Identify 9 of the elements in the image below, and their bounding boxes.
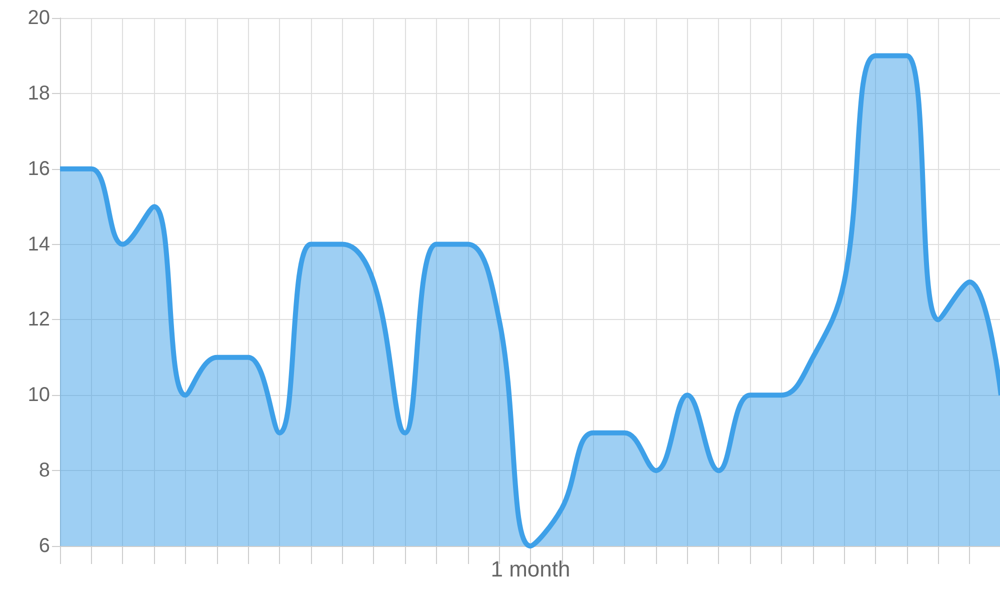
y-tick-label: 8 — [38, 460, 50, 482]
y-tick-label: 20 — [28, 7, 50, 29]
x-tick-label: 1 month — [490, 556, 570, 582]
y-tick-label: 18 — [28, 82, 50, 104]
y-tick-label: 16 — [28, 158, 50, 180]
y-tick-label: 6 — [38, 535, 50, 557]
y-tick-label: 12 — [28, 308, 50, 331]
y-tick-label: 14 — [28, 233, 50, 256]
y-tick-label: 10 — [28, 384, 50, 406]
